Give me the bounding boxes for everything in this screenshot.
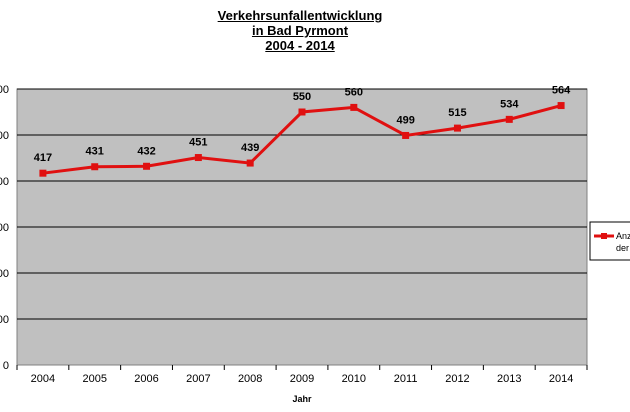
data-labels: 417 431 432 451 439 550 560 499 515 534 564 xyxy=(34,85,571,165)
data-label: 499 xyxy=(396,114,414,126)
data-point xyxy=(505,115,513,123)
data-label: 432 xyxy=(137,145,155,157)
data-label: 439 xyxy=(241,142,259,154)
y-tick-label: 0 xyxy=(3,360,9,372)
legend-label: Anz xyxy=(616,231,630,241)
legend-label-2: der xyxy=(616,243,629,253)
legend-marker-icon xyxy=(601,233,607,239)
data-label: 451 xyxy=(189,137,207,149)
data-label: 550 xyxy=(293,91,311,103)
gridlines xyxy=(17,88,587,320)
x-tick-label: 2009 xyxy=(290,373,314,385)
data-point xyxy=(246,159,254,167)
data-label: 515 xyxy=(448,107,466,119)
legend-box xyxy=(589,221,630,261)
data-point xyxy=(453,124,461,132)
x-tick-label: 2004 xyxy=(31,373,55,385)
data-label: 560 xyxy=(345,86,363,98)
y-tick-label: 600 xyxy=(0,84,9,96)
data-point xyxy=(39,169,47,177)
x-tick-label: 2006 xyxy=(134,373,158,385)
chart-title-line-3: 2004 - 2014 xyxy=(265,38,335,53)
chart-title: Verkehrsunfallentwicklung in Bad Pyrmont… xyxy=(0,8,600,53)
data-label: 431 xyxy=(86,146,104,158)
data-label: 534 xyxy=(500,98,519,110)
x-tick-label: 2014 xyxy=(549,373,573,385)
chart-title-line-1: Verkehrsunfallentwicklung xyxy=(217,8,383,23)
x-tick-label: 2007 xyxy=(186,373,210,385)
data-point xyxy=(402,131,410,139)
y-tick-label: 400 xyxy=(0,176,9,188)
data-point xyxy=(143,162,151,170)
data-label: 417 xyxy=(34,152,52,164)
data-point xyxy=(350,103,358,111)
data-label: 564 xyxy=(552,85,571,97)
x-tick-label: 2005 xyxy=(82,373,106,385)
y-tick-label: 200 xyxy=(0,268,9,280)
data-point xyxy=(194,154,202,162)
y-tick-label: 500 xyxy=(0,130,9,142)
data-point xyxy=(557,102,565,110)
x-tick-label: 2012 xyxy=(445,373,469,385)
series-line xyxy=(39,102,565,177)
x-tick-label: 2011 xyxy=(394,373,418,385)
x-tick-label: 2010 xyxy=(342,373,366,385)
y-tick-label: 300 xyxy=(0,222,9,234)
axes: 0 100 200 300 400 500 600 2004 2005 2006 2007 2008 2… xyxy=(0,84,588,385)
x-axis-title: Jahr xyxy=(292,394,312,404)
data-point xyxy=(91,163,99,171)
chart-title-line-2: in Bad Pyrmont xyxy=(251,23,349,38)
x-tick-label: 2013 xyxy=(497,373,521,385)
x-tick-label: 2008 xyxy=(238,373,262,385)
y-tick-label: 100 xyxy=(0,314,9,326)
data-point xyxy=(298,108,306,116)
legend: Anz der xyxy=(589,221,630,261)
